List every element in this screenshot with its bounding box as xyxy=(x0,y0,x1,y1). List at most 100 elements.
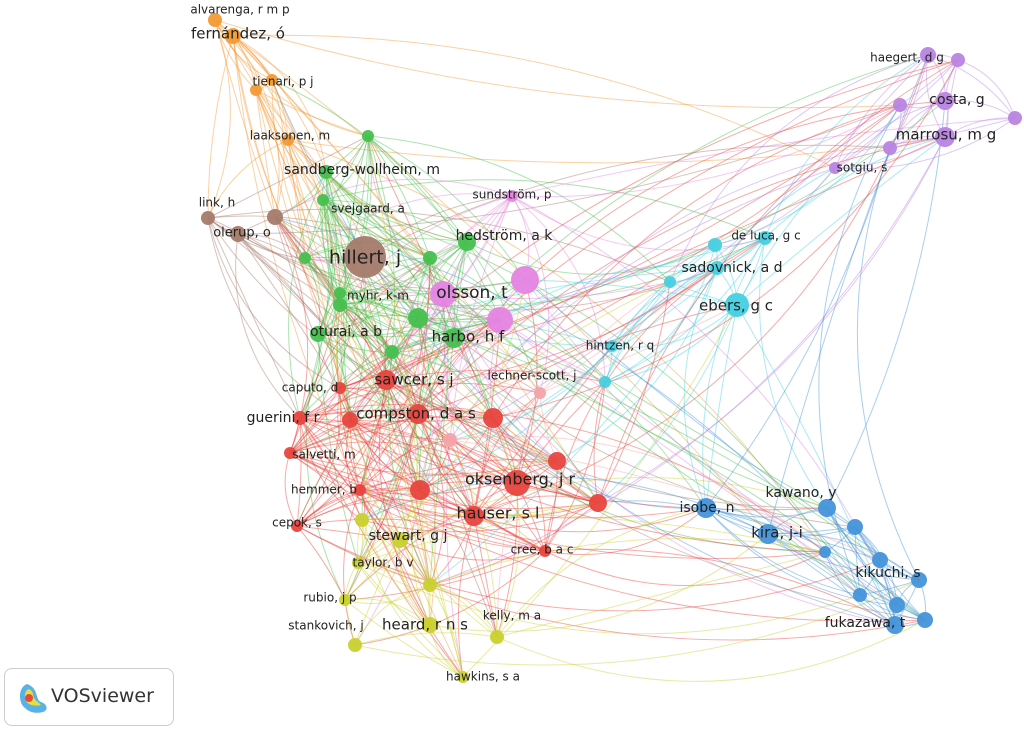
link xyxy=(417,413,498,638)
link xyxy=(207,217,387,381)
link xyxy=(299,417,431,586)
node-label: kikuchi, s xyxy=(855,565,920,581)
link xyxy=(232,35,546,552)
link xyxy=(344,550,546,601)
link xyxy=(385,379,558,462)
node xyxy=(853,588,867,602)
link xyxy=(611,244,716,347)
node xyxy=(408,308,428,328)
link xyxy=(361,167,836,521)
link xyxy=(299,410,419,419)
link xyxy=(299,417,421,491)
node xyxy=(829,162,841,174)
link xyxy=(339,136,946,389)
link xyxy=(255,89,306,259)
link xyxy=(367,135,518,484)
link xyxy=(335,304,401,541)
link xyxy=(361,281,671,521)
link xyxy=(462,304,738,678)
link xyxy=(287,139,306,259)
node xyxy=(410,480,430,500)
link xyxy=(207,35,234,219)
node xyxy=(342,412,358,428)
link xyxy=(287,139,431,259)
node-label: compston, d a s xyxy=(356,405,476,423)
link xyxy=(237,233,341,389)
link xyxy=(237,233,526,290)
link xyxy=(442,293,475,517)
node xyxy=(886,616,904,634)
link xyxy=(296,525,926,641)
link xyxy=(339,257,431,306)
link xyxy=(449,439,881,561)
link xyxy=(304,193,513,259)
link xyxy=(339,387,431,586)
link xyxy=(299,417,475,517)
link xyxy=(317,315,419,335)
node xyxy=(758,231,772,245)
link xyxy=(611,281,671,347)
link xyxy=(417,317,541,394)
link xyxy=(449,54,929,441)
link xyxy=(354,584,431,646)
node-label: harbo, h f xyxy=(432,328,505,346)
link xyxy=(289,379,387,454)
link xyxy=(317,333,351,421)
node xyxy=(458,233,476,251)
link xyxy=(346,419,363,521)
node-label: salvetti, m xyxy=(292,448,356,462)
link xyxy=(322,199,387,381)
link xyxy=(385,379,475,517)
link xyxy=(767,533,896,626)
link xyxy=(705,507,861,596)
link xyxy=(359,489,546,552)
link xyxy=(255,89,436,626)
link xyxy=(764,54,929,239)
link xyxy=(511,104,901,198)
link xyxy=(492,417,599,504)
link xyxy=(325,171,393,353)
node xyxy=(664,276,676,288)
link xyxy=(344,482,518,601)
link xyxy=(232,35,280,218)
link xyxy=(736,167,836,306)
link xyxy=(442,293,494,419)
node xyxy=(430,281,456,307)
link xyxy=(304,257,393,353)
link xyxy=(359,489,464,678)
link xyxy=(349,419,599,504)
link xyxy=(271,79,285,218)
link xyxy=(232,35,769,535)
link xyxy=(957,59,1016,119)
link xyxy=(289,104,901,454)
link xyxy=(449,439,498,638)
link xyxy=(296,518,546,552)
link xyxy=(296,480,518,527)
link xyxy=(429,267,718,586)
node xyxy=(282,134,294,146)
link xyxy=(499,319,898,606)
vosviewer-logo[interactable]: VOSviewer xyxy=(4,668,174,726)
link xyxy=(417,136,946,415)
link xyxy=(339,319,501,389)
node xyxy=(354,484,366,496)
link xyxy=(419,319,501,491)
link xyxy=(289,304,341,454)
node-label: taylor, b v xyxy=(353,556,414,570)
node-label: sundström, p xyxy=(473,188,552,202)
node xyxy=(819,546,831,558)
link xyxy=(207,135,369,219)
link xyxy=(349,419,826,553)
link xyxy=(349,414,558,462)
link xyxy=(834,136,946,169)
node xyxy=(872,552,888,568)
link xyxy=(359,413,419,491)
link xyxy=(274,135,369,218)
link xyxy=(349,351,393,421)
link xyxy=(544,381,606,552)
link xyxy=(289,452,599,510)
link xyxy=(296,525,881,612)
link xyxy=(516,381,606,484)
